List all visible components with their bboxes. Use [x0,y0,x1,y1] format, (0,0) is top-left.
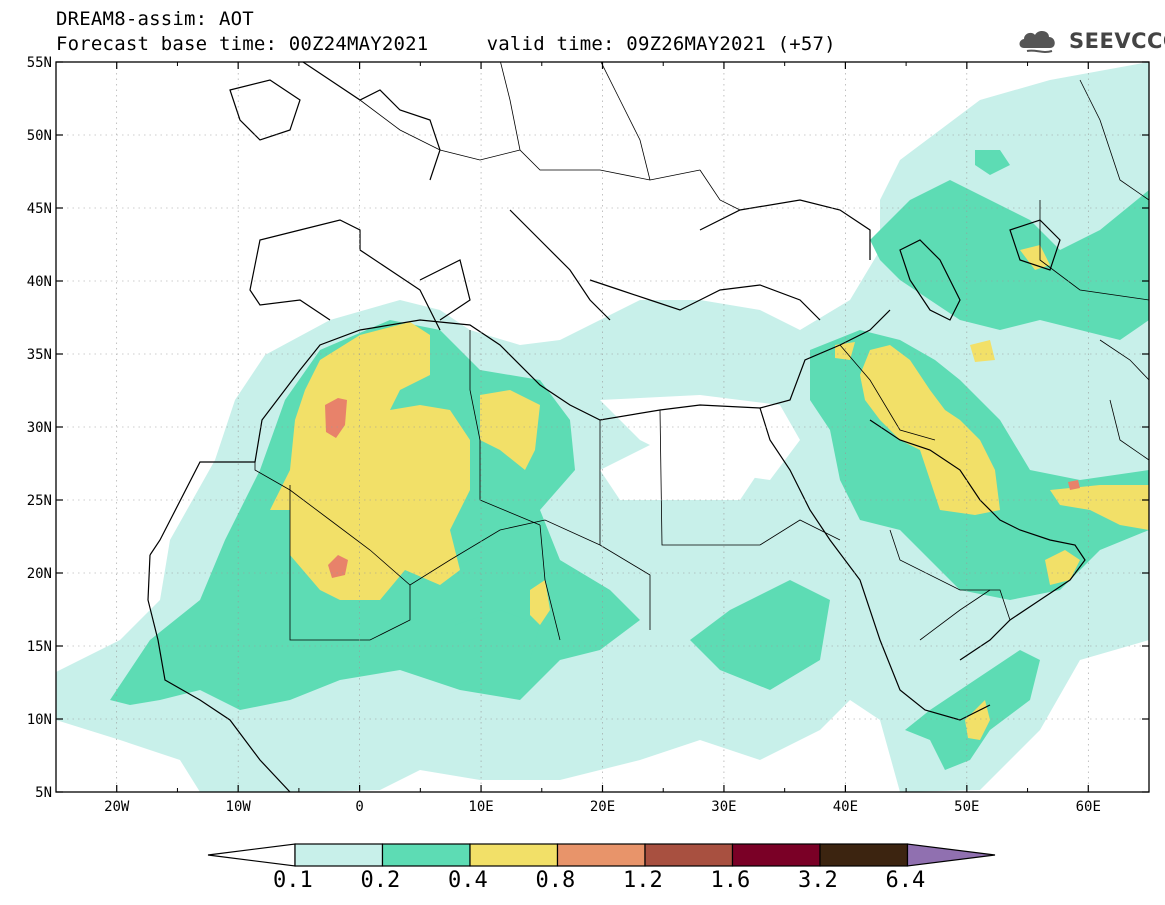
lat-tick-label: 35N [27,347,52,363]
lon-tick-label: 10W [226,799,252,815]
colorbar-swatch [644,843,734,867]
colorbar-level-label: 1.6 [710,868,751,893]
colorbar-swatch [294,843,384,867]
map-title: DREAM8-assim: AOT [56,8,254,30]
lon-tick-label: 20W [104,799,130,815]
lat-tick-label: 20N [27,566,52,582]
lat-tick-label: 50N [27,128,52,144]
lon-tick-label: 50E [954,799,979,815]
coastlines [147,62,1086,792]
colorbar-level-label: 6.4 [885,868,926,893]
lon-tick-label: 40E [833,799,858,815]
logo-text: SEEVCCC [1069,29,1165,53]
colorbar-swatch [731,843,821,867]
axis-ticks: 55N 50N 45N 40N 35N 30N 25N 20N 15N 10N 5N 20W 10W 0 1… [27,55,1149,815]
lat-tick-label: 10N [27,712,52,728]
colorbar-swatch [819,843,909,867]
colorbar-level-label: 0.4 [448,868,488,893]
lon-tick-label: 30E [711,799,736,815]
aot-level-0.8 [325,398,1080,578]
colorbar-swatch [556,843,646,867]
lat-tick-label: 30N [27,420,52,436]
colorbar-level-label: 1.2 [623,868,663,893]
colorbar-level-label: 3.2 [798,868,838,893]
colorbar-level-label: 0.8 [535,868,576,893]
lat-tick-label: 5N [35,785,52,801]
colorbar-arrow-right [906,843,996,867]
map-subtitle: Forecast base time: 00Z24MAY2021 valid t… [56,33,836,55]
lat-tick-label: 25N [27,493,52,509]
lon-tick-label: 60E [1076,799,1101,815]
colorbar-arrow-left [207,843,296,867]
colorbar-level-label: 0.1 [273,868,313,893]
colorbar-swatch [469,843,559,867]
colorbar-swatch [381,843,471,867]
lat-tick-label: 55N [27,55,52,71]
lat-tick-label: 45N [27,201,52,217]
grid-lines [56,62,1149,792]
lon-tick-label: 0 [355,799,363,815]
cloud-icon [1019,31,1055,53]
lat-tick-label: 40N [27,274,52,290]
lon-tick-label: 20E [590,799,615,815]
country-borders [200,62,1149,641]
aot-field [56,62,1149,792]
colorbar-level-label: 0.2 [360,868,401,893]
lon-tick-label: 10E [468,799,493,815]
aot-level-0.4 [270,245,1149,740]
lat-tick-label: 15N [27,639,52,655]
